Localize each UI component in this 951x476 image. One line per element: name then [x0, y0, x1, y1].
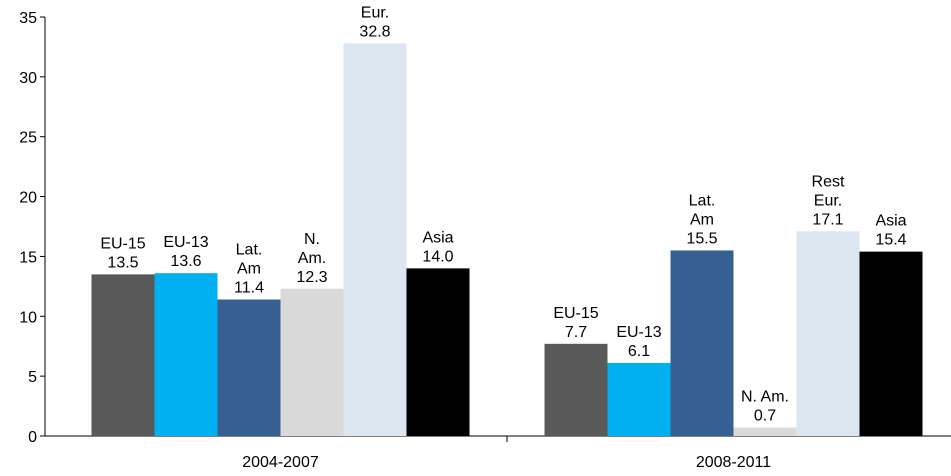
label-line: Rest	[812, 173, 845, 190]
data-label: 12.3	[296, 269, 327, 286]
bar	[217, 299, 281, 436]
bar	[733, 427, 797, 436]
data-label-name: EU-13	[616, 324, 661, 341]
bar	[406, 268, 470, 436]
bar	[670, 250, 734, 436]
bar	[607, 362, 671, 436]
data-label-name: N. Am.	[298, 231, 326, 267]
y-tick-label: 30	[19, 70, 37, 87]
y-tick-label: 10	[19, 309, 37, 326]
data-label: 32.8	[359, 23, 390, 40]
data-label-name: EU-13	[163, 234, 208, 251]
data-label: 13.5	[107, 254, 138, 271]
bar	[280, 288, 344, 436]
bar	[859, 251, 923, 436]
data-label: 14.0	[422, 248, 453, 265]
y-tick-label: 35	[19, 10, 37, 27]
data-label: 7.7	[565, 324, 587, 341]
label-line: Eur.	[361, 4, 389, 21]
label-line: Rest	[359, 0, 392, 2]
label-line: N.	[304, 231, 320, 248]
data-label: 13.6	[170, 253, 201, 270]
label-line: Am	[690, 211, 714, 228]
data-label-name: Lat. Am	[689, 192, 716, 228]
data-label-name: EU-15	[553, 305, 598, 322]
y-tick-label: 25	[19, 130, 37, 147]
y-tick-label: 15	[19, 249, 37, 266]
label-line: Am	[237, 261, 261, 278]
data-label-name: Asia	[422, 229, 453, 246]
bar	[796, 231, 860, 436]
label-line: Eur.	[814, 192, 842, 209]
bar	[91, 274, 155, 436]
data-label-name: Lat. Am	[236, 242, 263, 278]
label-line: Am.	[298, 250, 326, 267]
data-label-name: N. Am.	[741, 389, 789, 406]
x-tick-label: 2008-2011	[696, 454, 771, 471]
data-label-name: Rest Eur.	[359, 0, 392, 21]
data-label: 15.5	[686, 230, 717, 247]
label-line: Lat.	[236, 242, 263, 259]
data-label: 15.4	[875, 232, 906, 249]
y-tick-label: 0	[28, 429, 37, 446]
bar	[544, 343, 608, 436]
bar	[343, 43, 407, 436]
x-tick-label: 2004-2007	[242, 454, 319, 471]
data-label-name: EU-15	[100, 235, 145, 252]
label-line: Lat.	[689, 192, 716, 209]
y-tick-label: 5	[28, 369, 37, 386]
y-tick-label: 20	[19, 190, 37, 207]
data-label: 6.1	[628, 343, 650, 360]
data-label: 0.7	[754, 408, 776, 425]
bar	[154, 273, 218, 436]
data-label: 11.4	[234, 280, 264, 297]
data-label: 17.1	[812, 211, 843, 228]
data-label-name: Asia	[875, 213, 906, 230]
data-label-name: Rest Eur.	[812, 173, 845, 209]
